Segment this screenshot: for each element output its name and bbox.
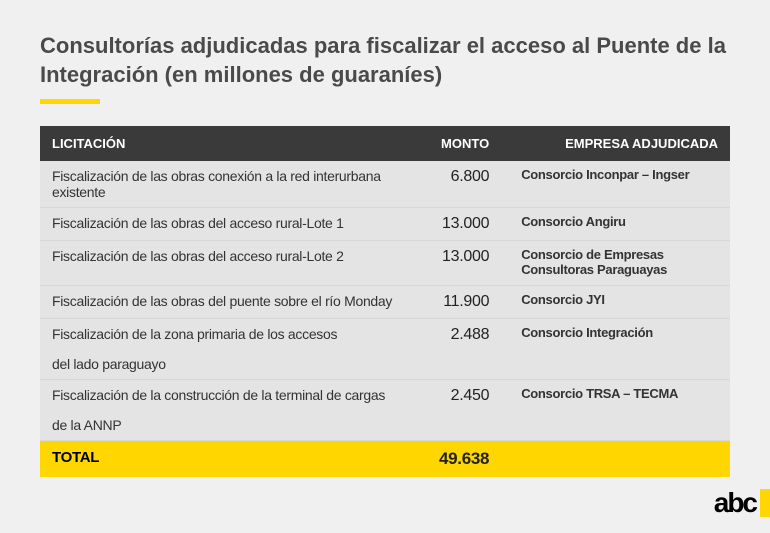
- table-row-continuation: del lado paraguayo: [40, 351, 730, 380]
- cell-licitacion: Fiscalización de la construcción de la t…: [40, 380, 413, 413]
- total-label: TOTAL: [40, 441, 413, 478]
- table-row: Fiscalización de las obras conexión a la…: [40, 161, 730, 208]
- cell-monto: 11.900: [413, 286, 510, 319]
- cell-empresa: Consorcio Integración: [509, 319, 730, 352]
- cell-licitacion: Fiscalización de las obras del acceso ru…: [40, 241, 413, 286]
- cell-licitacion-line2: de la ANNP: [40, 412, 413, 441]
- page-title: Consultorías adjudicadas para fiscalizar…: [40, 32, 730, 89]
- cell-empty: [413, 412, 510, 441]
- cell-monto: 13.000: [413, 241, 510, 286]
- table-row: Fiscalización de las obras del acceso ru…: [40, 241, 730, 286]
- total-value: 49.638: [413, 441, 510, 478]
- cell-licitacion-line2: del lado paraguayo: [40, 351, 413, 380]
- table-row-continuation: de la ANNP: [40, 412, 730, 441]
- cell-empty: [509, 412, 730, 441]
- table-row: Fiscalización de las obras del puente so…: [40, 286, 730, 319]
- table-body: Fiscalización de las obras conexión a la…: [40, 161, 730, 477]
- cell-empresa: Consorcio Inconpar – Ingser: [509, 161, 730, 208]
- cell-empty: [509, 351, 730, 380]
- cell-empresa: Consorcio Angiru: [509, 208, 730, 241]
- total-row: TOTAL49.638: [40, 441, 730, 478]
- table-row: Fiscalización de la zona primaria de los…: [40, 319, 730, 352]
- cell-empresa: Consorcio JYI: [509, 286, 730, 319]
- col-header-licitacion: LICITACIÓN: [40, 126, 413, 161]
- cell-licitacion: Fiscalización de las obras del puente so…: [40, 286, 413, 319]
- cell-monto: 6.800: [413, 161, 510, 208]
- cell-monto: 2.488: [413, 319, 510, 352]
- cell-empty: [413, 351, 510, 380]
- table-header-row: LICITACIÓN MONTO EMPRESA ADJUDICADA: [40, 126, 730, 161]
- table-row: Fiscalización de las obras del acceso ru…: [40, 208, 730, 241]
- accent-underline: [40, 99, 100, 104]
- table-row: Fiscalización de la construcción de la t…: [40, 380, 730, 413]
- cell-empresa: Consorcio de Empresas Consultoras Paragu…: [509, 241, 730, 286]
- logo-accent-block: [760, 489, 770, 517]
- cell-empresa: Consorcio TRSA – TECMA: [509, 380, 730, 413]
- brand-logo: abc: [714, 487, 770, 519]
- logo-text: abc: [714, 487, 756, 519]
- cell-monto: 2.450: [413, 380, 510, 413]
- cell-monto: 13.000: [413, 208, 510, 241]
- col-header-monto: MONTO: [413, 126, 510, 161]
- cell-licitacion: Fiscalización de las obras del acceso ru…: [40, 208, 413, 241]
- cell-licitacion: Fiscalización de la zona primaria de los…: [40, 319, 413, 352]
- col-header-empresa: EMPRESA ADJUDICADA: [509, 126, 730, 161]
- cell-licitacion: Fiscalización de las obras conexión a la…: [40, 161, 413, 208]
- consultancy-table: LICITACIÓN MONTO EMPRESA ADJUDICADA Fisc…: [40, 126, 730, 477]
- cell-empty: [509, 441, 730, 478]
